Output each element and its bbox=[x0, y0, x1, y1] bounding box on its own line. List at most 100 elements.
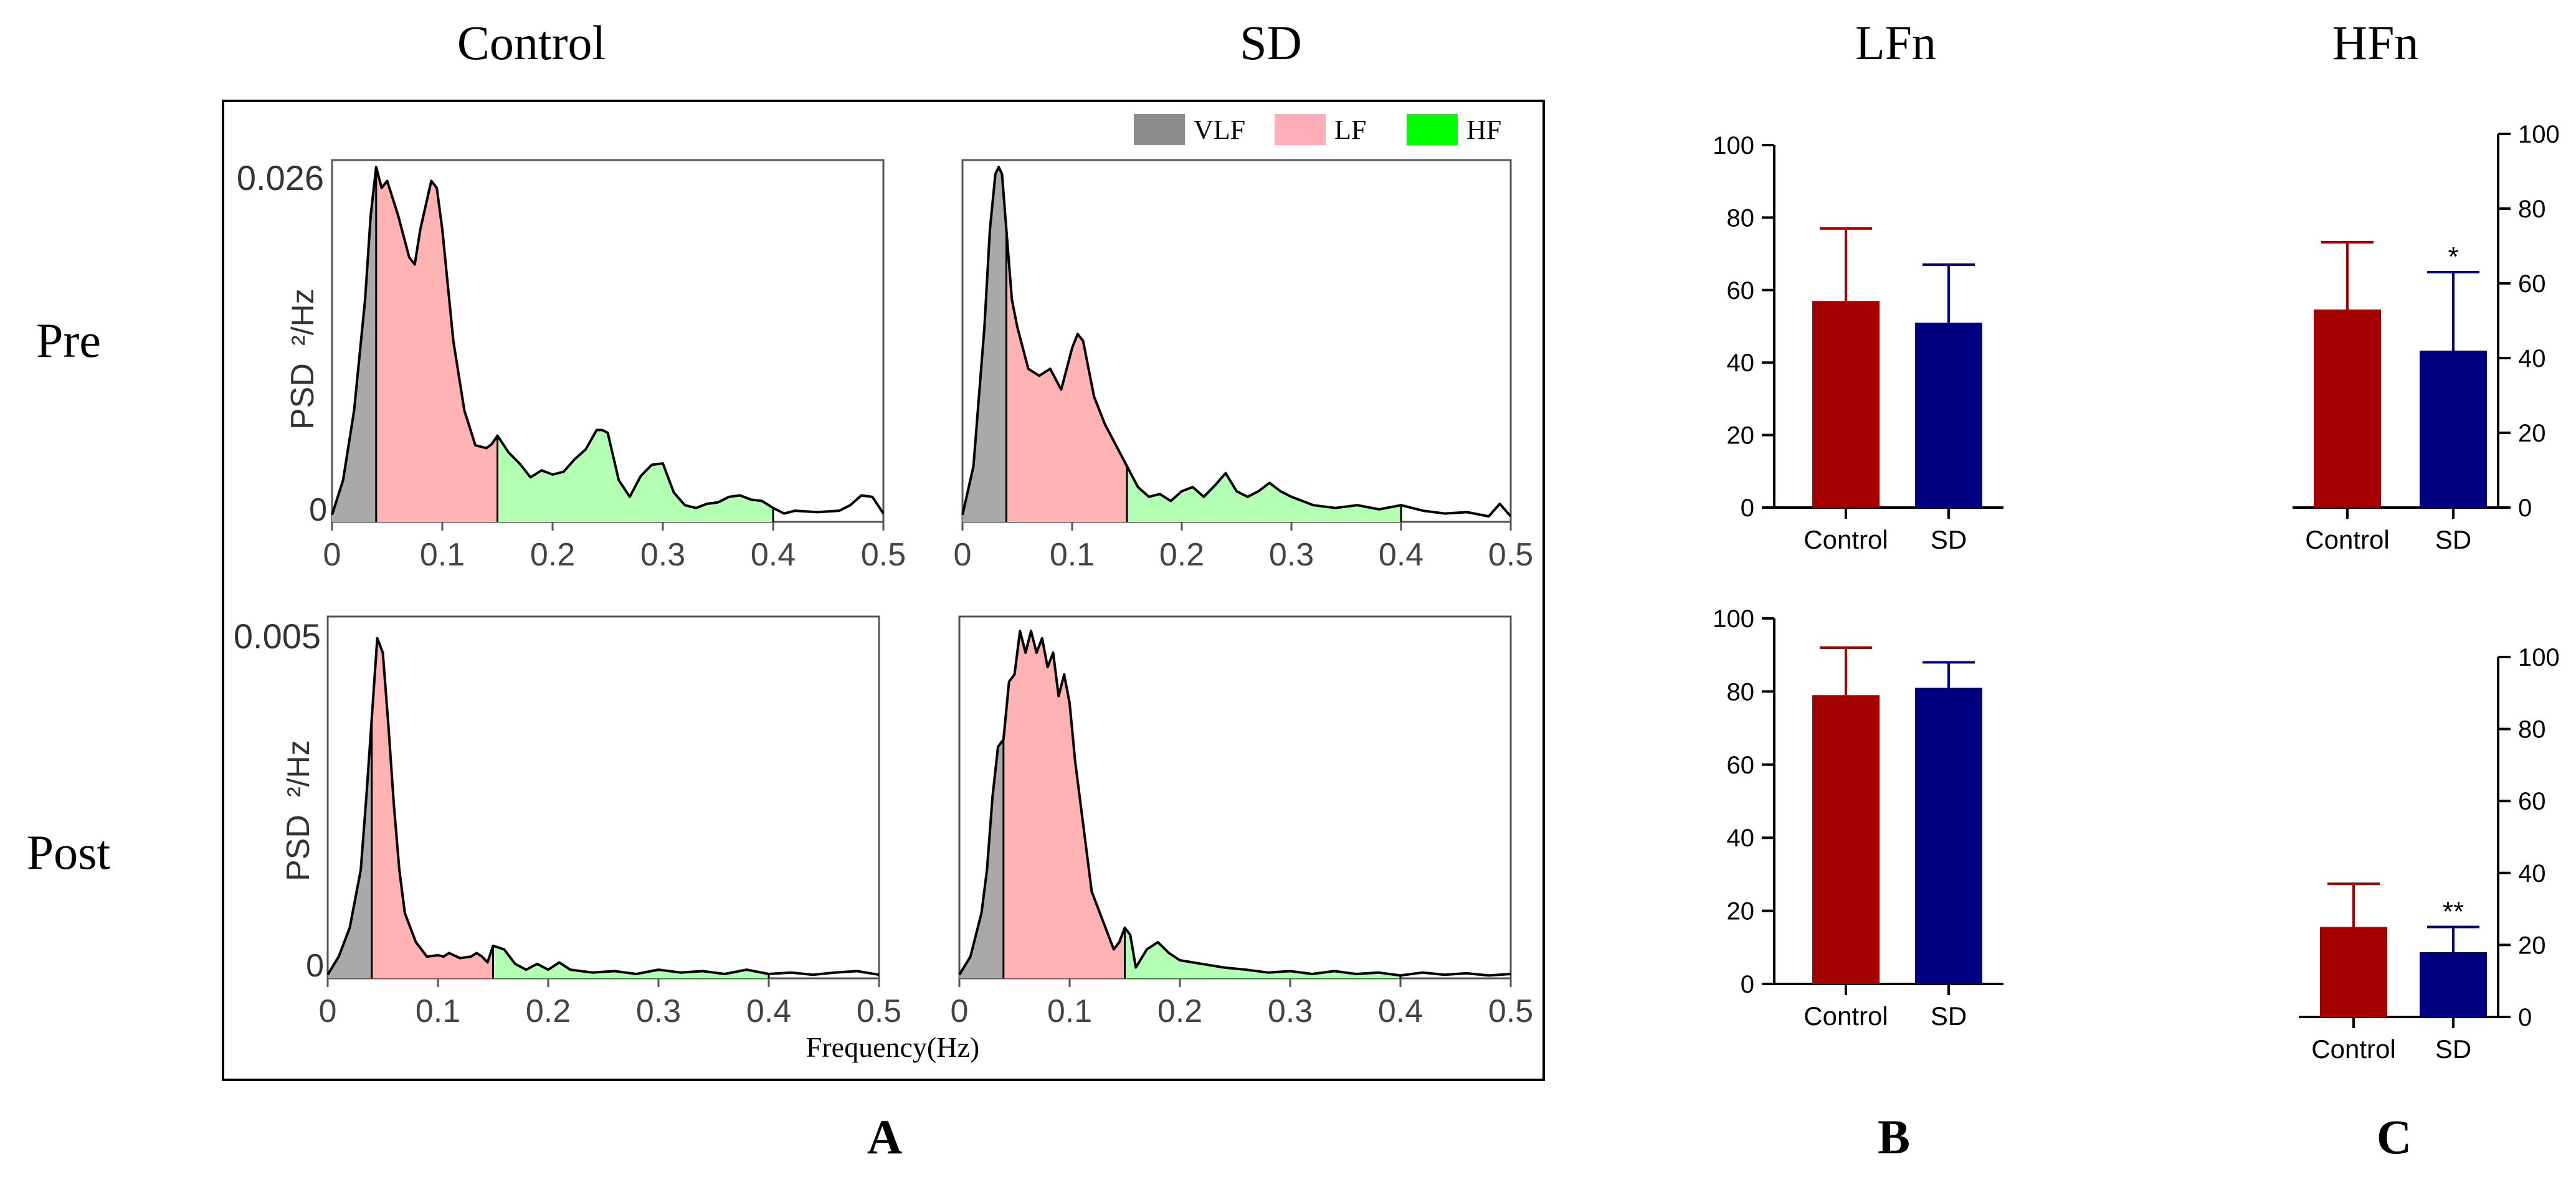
x-tick-label: 0.4 bbox=[746, 993, 791, 1029]
bar-chart-lfn-post: 0 20 40 60 80 100 Control SD bbox=[1713, 605, 2003, 1031]
x-tick-label: 0.3 bbox=[1268, 993, 1313, 1029]
x-tick-label: 0.3 bbox=[636, 993, 681, 1029]
psd-x-label: Frequency(Hz) bbox=[806, 1031, 979, 1063]
y-tick-label: 60 bbox=[2518, 788, 2546, 815]
y-tick-label: 20 bbox=[1727, 898, 1755, 925]
band-lf bbox=[376, 167, 498, 522]
y-tick-label: 80 bbox=[2518, 196, 2546, 223]
significance-marker: * bbox=[2448, 242, 2458, 272]
band-lf bbox=[1006, 229, 1127, 522]
y-tick-label: 40 bbox=[1727, 825, 1755, 852]
band-hf bbox=[497, 430, 773, 522]
band-vlf bbox=[332, 167, 376, 522]
x-tick-label: 0.2 bbox=[526, 993, 571, 1029]
psd-y-label: PSD bbox=[280, 815, 316, 881]
band-vlf bbox=[959, 739, 1004, 978]
x-tick-label: 0.4 bbox=[751, 537, 796, 573]
psd-curve bbox=[326, 636, 880, 976]
x-tick-label: 0.5 bbox=[861, 537, 906, 573]
psd-yzero-label: 0 bbox=[309, 492, 327, 528]
x-tick-label: 0 bbox=[323, 537, 341, 573]
legend-label-vlf: VLF bbox=[1194, 115, 1245, 145]
legend-label-hf: HF bbox=[1466, 115, 1501, 145]
x-tick-label: SD bbox=[2435, 1034, 2471, 1064]
psd-ymax-label: 0.026 bbox=[237, 158, 324, 197]
x-tick-label: 0 bbox=[954, 537, 972, 573]
y-tick-label: 40 bbox=[2518, 860, 2546, 887]
y-tick-label: 80 bbox=[1727, 204, 1755, 232]
header-hfn: HFn bbox=[2332, 16, 2419, 70]
x-tick-label: 0.2 bbox=[1157, 993, 1202, 1029]
y-tick-label: 60 bbox=[2518, 270, 2546, 298]
bar-control bbox=[1812, 695, 1880, 984]
x-tick-label: Control bbox=[2311, 1034, 2395, 1064]
psd-chart-control-post: 0.005 0 PSD ²/Hz 0 0.1 0.2 0.3 0.4 0.5 bbox=[234, 615, 901, 1029]
x-tick-label: 0 bbox=[951, 993, 969, 1029]
x-tick-label: 0.3 bbox=[1269, 537, 1314, 573]
y-tick-label: 80 bbox=[1727, 678, 1755, 706]
legend-swatch-vlf bbox=[1134, 114, 1185, 145]
psd-yzero-label: 0 bbox=[306, 948, 324, 984]
bar-sd bbox=[2420, 351, 2487, 508]
x-tick-label: 0.5 bbox=[1488, 537, 1533, 573]
bar-sd bbox=[1915, 323, 1982, 508]
bar-sd bbox=[1915, 688, 1982, 984]
psd-chart-sd-post: 0 0.1 0.2 0.3 0.4 0.5 bbox=[951, 615, 1533, 1029]
band-hf bbox=[493, 945, 769, 978]
x-tick-label: 0.4 bbox=[1378, 993, 1423, 1029]
y-tick-label: 100 bbox=[1713, 605, 1754, 633]
bar-control bbox=[2320, 927, 2387, 1017]
bar-chart-hfn-post: 0 20 40 60 80 100 Control SD ** bbox=[2299, 644, 2560, 1064]
psd-y-unit: ²/Hz bbox=[281, 740, 316, 797]
x-tick-label: Control bbox=[1804, 525, 1888, 554]
bar-chart-hfn-pre: 0 20 40 60 80 100 Control SD * bbox=[2293, 121, 2560, 554]
psd-curve bbox=[961, 166, 1512, 518]
panel-label-a: A bbox=[867, 1110, 902, 1164]
y-tick-label: 40 bbox=[1727, 349, 1755, 377]
psd-curve bbox=[958, 630, 1511, 977]
psd-y-unit: ²/Hz bbox=[285, 288, 320, 346]
y-tick-label: 20 bbox=[2518, 932, 2546, 959]
y-tick-label: 0 bbox=[1741, 971, 1754, 998]
x-tick-label: 0 bbox=[319, 993, 337, 1029]
significance-marker: ** bbox=[2443, 897, 2464, 927]
row-label-pre: Pre bbox=[36, 313, 101, 367]
psd-plot-frame bbox=[326, 615, 880, 980]
psd-chart-sd-pre: 0 0.1 0.2 0.3 0.4 0.5 bbox=[954, 159, 1533, 573]
psd-chart-control-pre: 0.026 0 PSD ²/Hz 0 0.1 0.2 0.3 0.4 0.5 bbox=[237, 158, 906, 573]
x-tick-label: 0.2 bbox=[1159, 537, 1204, 573]
y-tick-label: 60 bbox=[1727, 752, 1755, 779]
bar-sd bbox=[2420, 952, 2487, 1017]
y-tick-label: 40 bbox=[2518, 345, 2546, 372]
psd-ymax-label: 0.005 bbox=[234, 617, 321, 656]
psd-legend: VLF LF HF bbox=[1134, 114, 1501, 145]
band-hf bbox=[1127, 466, 1401, 522]
panel-label-c: C bbox=[2377, 1110, 2412, 1164]
y-tick-label: 0 bbox=[2518, 494, 2532, 522]
panel-a-frame bbox=[222, 100, 1545, 1081]
legend-label-lf: LF bbox=[1334, 115, 1366, 145]
band-vlf bbox=[962, 167, 1007, 522]
x-tick-label: SD bbox=[2435, 525, 2471, 554]
bar-control bbox=[2314, 310, 2381, 508]
x-tick-label: 0.1 bbox=[416, 993, 460, 1029]
y-tick-label: 20 bbox=[2518, 420, 2546, 447]
legend-swatch-hf bbox=[1407, 114, 1458, 145]
y-tick-label: 0 bbox=[2518, 1004, 2532, 1031]
header-sd: SD bbox=[1240, 16, 1302, 70]
x-tick-label: Control bbox=[2305, 525, 2389, 554]
y-tick-label: 20 bbox=[1727, 422, 1755, 450]
x-tick-label: SD bbox=[1931, 525, 1967, 554]
x-tick-label: 0.1 bbox=[1047, 993, 1092, 1029]
y-tick-label: 100 bbox=[2518, 121, 2560, 148]
y-tick-label: 100 bbox=[1713, 132, 1754, 159]
x-tick-label: 0.2 bbox=[530, 537, 575, 573]
header-control: Control bbox=[457, 16, 606, 70]
x-tick-label: Control bbox=[1804, 1001, 1888, 1031]
psd-curve bbox=[331, 166, 885, 516]
band-lf bbox=[1003, 631, 1125, 978]
panel-label-b: B bbox=[1878, 1110, 1910, 1164]
psd-y-label: PSD bbox=[285, 363, 321, 430]
x-tick-label: 0.1 bbox=[1050, 537, 1095, 573]
